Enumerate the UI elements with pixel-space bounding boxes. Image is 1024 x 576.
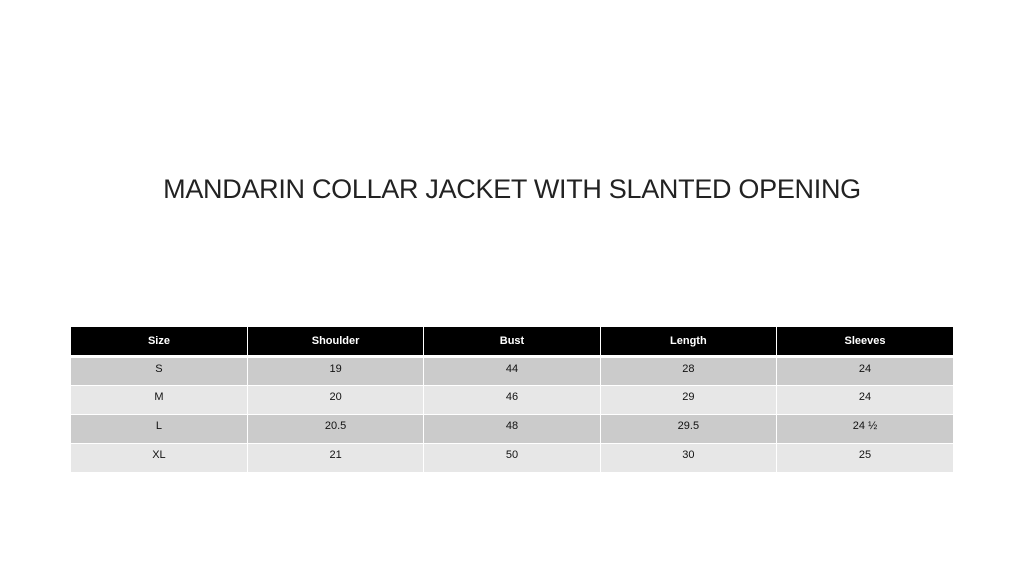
header-size: Size	[71, 327, 248, 358]
size-chart-table: Size Shoulder Bust Length Sleeves S 19 4…	[71, 327, 953, 473]
page-title: MANDARIN COLLAR JACKET WITH SLANTED OPEN…	[163, 174, 861, 204]
cell-bust: 44	[423, 356, 601, 386]
cell-size: M	[71, 385, 248, 415]
cell-length: 29.5	[599, 414, 778, 444]
cell-bust: 50	[423, 443, 601, 473]
cell-bust: 46	[423, 385, 601, 415]
cell-shoulder: 20	[246, 385, 425, 415]
cell-shoulder: 20.5	[246, 414, 425, 444]
cell-size: L	[71, 414, 248, 444]
cell-shoulder: 21	[246, 443, 425, 473]
header-length: Length	[599, 327, 778, 358]
cell-size: XL	[71, 443, 248, 473]
cell-length: 29	[599, 385, 778, 415]
cell-length: 30	[599, 443, 778, 473]
cell-size: S	[71, 356, 248, 386]
table-header-row: Size Shoulder Bust Length Sleeves	[71, 327, 953, 358]
cell-shoulder: 19	[246, 356, 425, 386]
cell-sleeves: 24	[776, 356, 953, 386]
header-shoulder: Shoulder	[246, 327, 425, 358]
table-row: L 20.5 48 29.5 24 ½	[71, 414, 953, 444]
cell-sleeves: 24 ½	[776, 414, 953, 444]
table-row: XL 21 50 30 25	[71, 443, 953, 473]
table-row: M 20 46 29 24	[71, 385, 953, 415]
cell-sleeves: 25	[776, 443, 953, 473]
cell-bust: 48	[423, 414, 601, 444]
header-sleeves: Sleeves	[776, 327, 953, 358]
header-bust: Bust	[423, 327, 601, 358]
cell-sleeves: 24	[776, 385, 953, 415]
table-row: S 19 44 28 24	[71, 356, 953, 386]
cell-length: 28	[599, 356, 778, 386]
